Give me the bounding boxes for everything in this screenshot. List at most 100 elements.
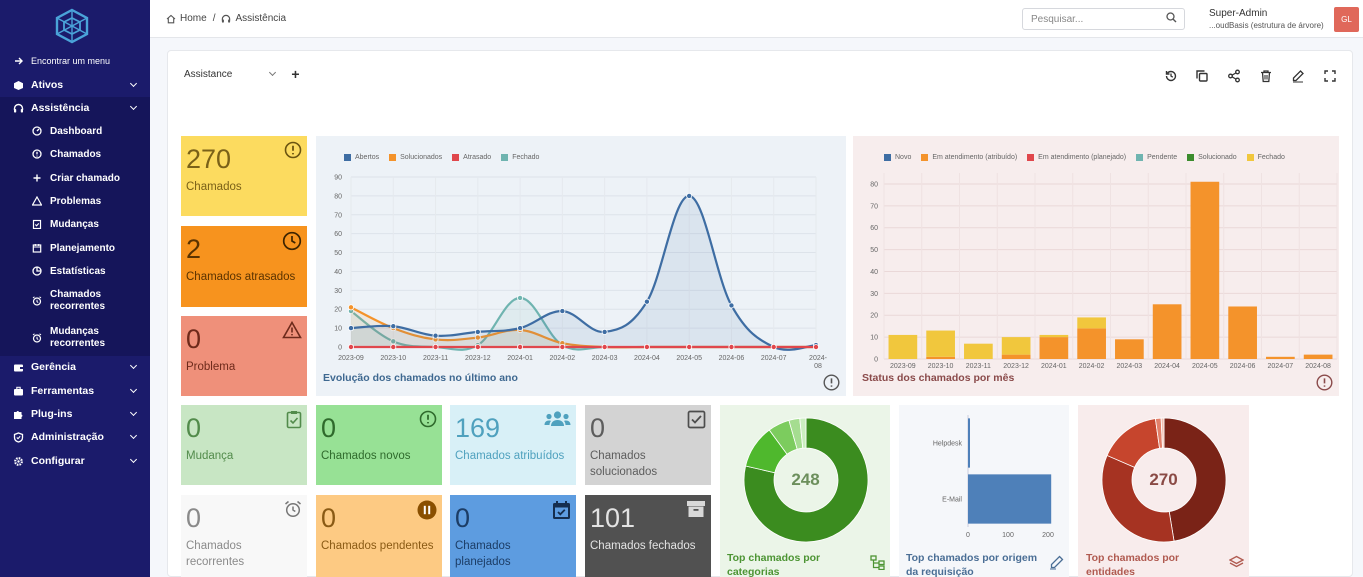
legend-item[interactable]: Solucionados xyxy=(389,154,442,161)
data-point[interactable] xyxy=(517,343,524,350)
edit-icon[interactable] xyxy=(1291,69,1305,83)
sidebar-subitem-chamados-recorrentes[interactable]: Chamados recorrentes xyxy=(0,287,150,315)
alert-circle-icon[interactable] xyxy=(1316,374,1333,391)
donut-slice[interactable] xyxy=(1163,417,1227,542)
data-point[interactable] xyxy=(517,294,524,301)
copy-icon[interactable] xyxy=(1195,69,1209,83)
bar-segment[interactable] xyxy=(1001,337,1031,355)
bar-segment[interactable] xyxy=(1152,304,1182,359)
data-point[interactable] xyxy=(517,325,524,332)
data-point[interactable] xyxy=(390,323,397,330)
legend-item[interactable]: Em atendimento (atribuído) xyxy=(921,154,1017,161)
data-point[interactable] xyxy=(812,343,819,350)
sitemap-icon[interactable] xyxy=(870,555,885,570)
sidebar-subitem-planejamento[interactable]: Planejamento xyxy=(0,238,150,258)
data-point[interactable] xyxy=(474,343,481,350)
donut-slice[interactable] xyxy=(743,417,869,543)
bar-segment[interactable] xyxy=(1039,337,1069,359)
data-point[interactable] xyxy=(432,343,439,350)
bar[interactable] xyxy=(968,418,970,468)
data-point[interactable] xyxy=(728,343,735,350)
card-chamados-fechados[interactable]: 101 Chamados fechados xyxy=(585,495,711,577)
legend-item[interactable]: Novo xyxy=(884,154,911,161)
data-point[interactable] xyxy=(348,304,355,311)
add-dashboard-button[interactable]: + xyxy=(291,66,300,82)
card-chamados-atribuidos[interactable]: 169 Chamados atribuídos xyxy=(450,405,576,485)
card-chamados-planejados[interactable]: 0 Chamados planejados xyxy=(450,495,576,577)
data-point[interactable] xyxy=(474,328,481,335)
sidebar-item-ativos[interactable]: Ativos xyxy=(0,74,150,96)
legend-item[interactable]: Fechado xyxy=(501,154,539,161)
data-point[interactable] xyxy=(432,332,439,339)
breadcrumb-current[interactable]: Assistência xyxy=(235,13,287,24)
legend-item[interactable]: Solucionado xyxy=(1187,154,1237,161)
bar-segment[interactable] xyxy=(1001,354,1031,359)
breadcrumb-home[interactable]: Home xyxy=(180,13,207,24)
search-input[interactable]: Pesquisar... xyxy=(1022,8,1185,30)
bar[interactable] xyxy=(968,474,1052,524)
sidebar-subitem-mudancas-recorrentes[interactable]: Mudanças recorrentes xyxy=(0,324,150,352)
bar-segment[interactable] xyxy=(1077,328,1106,359)
alert-circle-icon[interactable] xyxy=(823,374,840,391)
legend-item[interactable]: Em atendimento (planejado) xyxy=(1027,154,1126,161)
bar-segment[interactable] xyxy=(1077,317,1106,329)
data-point[interactable] xyxy=(728,302,735,309)
sidebar-subitem-mudancas[interactable]: Mudanças xyxy=(0,214,150,234)
bar-segment[interactable] xyxy=(1115,339,1144,359)
card-chamados-solucionados[interactable]: 0 Chamados solucionados xyxy=(585,405,711,485)
sidebar-subitem-criar-chamado[interactable]: Criar chamado xyxy=(0,168,150,188)
card-chamados-atrasados[interactable]: 2 Chamados atrasados xyxy=(181,226,307,307)
data-point[interactable] xyxy=(559,343,566,350)
bar-segment[interactable] xyxy=(1039,334,1069,338)
user-menu[interactable]: Super-Admin ...oudBasis (estrutura de ár… xyxy=(1209,8,1324,30)
layers-icon[interactable] xyxy=(1229,555,1244,570)
dashboard-selector[interactable]: Assistance + xyxy=(184,66,300,82)
sidebar-subitem-chamados[interactable]: Chamados xyxy=(0,144,150,164)
data-point[interactable] xyxy=(643,343,650,350)
avatar[interactable]: GL xyxy=(1334,7,1359,32)
bar-segment[interactable] xyxy=(926,330,955,357)
bar-segment[interactable] xyxy=(888,334,918,359)
card-chamados-recorrentes[interactable]: 0 Chamados recorrentes xyxy=(181,495,307,577)
data-point[interactable] xyxy=(348,325,355,332)
bar-segment[interactable] xyxy=(1228,306,1257,359)
edit-icon[interactable] xyxy=(1049,555,1064,570)
sidebar-item-gerencia[interactable]: Gerência xyxy=(0,356,150,378)
sidebar-subitem-problemas[interactable]: Problemas xyxy=(0,191,150,211)
sidebar-subitem-estatisticas[interactable]: Estatísticas xyxy=(0,261,150,281)
card-problema[interactable]: 0 Problema xyxy=(181,316,307,396)
card-chamados-pendentes[interactable]: 0 Chamados pendentes xyxy=(316,495,442,577)
bar-segment[interactable] xyxy=(1190,181,1220,359)
data-point[interactable] xyxy=(686,192,693,199)
data-point[interactable] xyxy=(601,328,608,335)
bar-segment[interactable] xyxy=(926,356,955,359)
card-chamados[interactable]: 270 Chamados xyxy=(181,136,307,216)
sidebar-item-ferramentas[interactable]: Ferramentas xyxy=(0,380,150,402)
card-chamados-novos[interactable]: 0 Chamados novos xyxy=(316,405,442,485)
search-icon[interactable] xyxy=(1166,12,1177,23)
find-menu-link[interactable]: Encontrar um menu xyxy=(0,52,150,70)
share-icon[interactable] xyxy=(1227,69,1241,83)
data-point[interactable] xyxy=(474,334,481,341)
donut-slice[interactable] xyxy=(1101,454,1175,543)
sidebar-item-configurar[interactable]: Configurar xyxy=(0,450,150,472)
data-point[interactable] xyxy=(601,343,608,350)
bar-segment[interactable] xyxy=(1266,356,1295,359)
legend-item[interactable]: Pendente xyxy=(1136,154,1177,161)
data-point[interactable] xyxy=(390,338,397,345)
data-point[interactable] xyxy=(643,298,650,305)
legend-item[interactable]: Abertos xyxy=(344,154,379,161)
data-point[interactable] xyxy=(348,343,355,350)
bar-segment[interactable] xyxy=(1303,354,1333,359)
sidebar-item-plugins[interactable]: Plug-ins xyxy=(0,403,150,425)
data-point[interactable] xyxy=(559,308,566,315)
trash-icon[interactable] xyxy=(1259,69,1273,83)
sidebar-subitem-dashboard[interactable]: Dashboard xyxy=(0,121,150,141)
legend-item[interactable]: Atrasado xyxy=(452,154,491,161)
data-point[interactable] xyxy=(686,343,693,350)
fullscreen-icon[interactable] xyxy=(1323,69,1337,83)
donut-slice[interactable] xyxy=(1160,417,1165,449)
card-mudanca[interactable]: 0 Mudança xyxy=(181,405,307,485)
app-logo[interactable] xyxy=(55,8,89,44)
sidebar-item-assistencia[interactable]: Assistência xyxy=(0,97,150,119)
